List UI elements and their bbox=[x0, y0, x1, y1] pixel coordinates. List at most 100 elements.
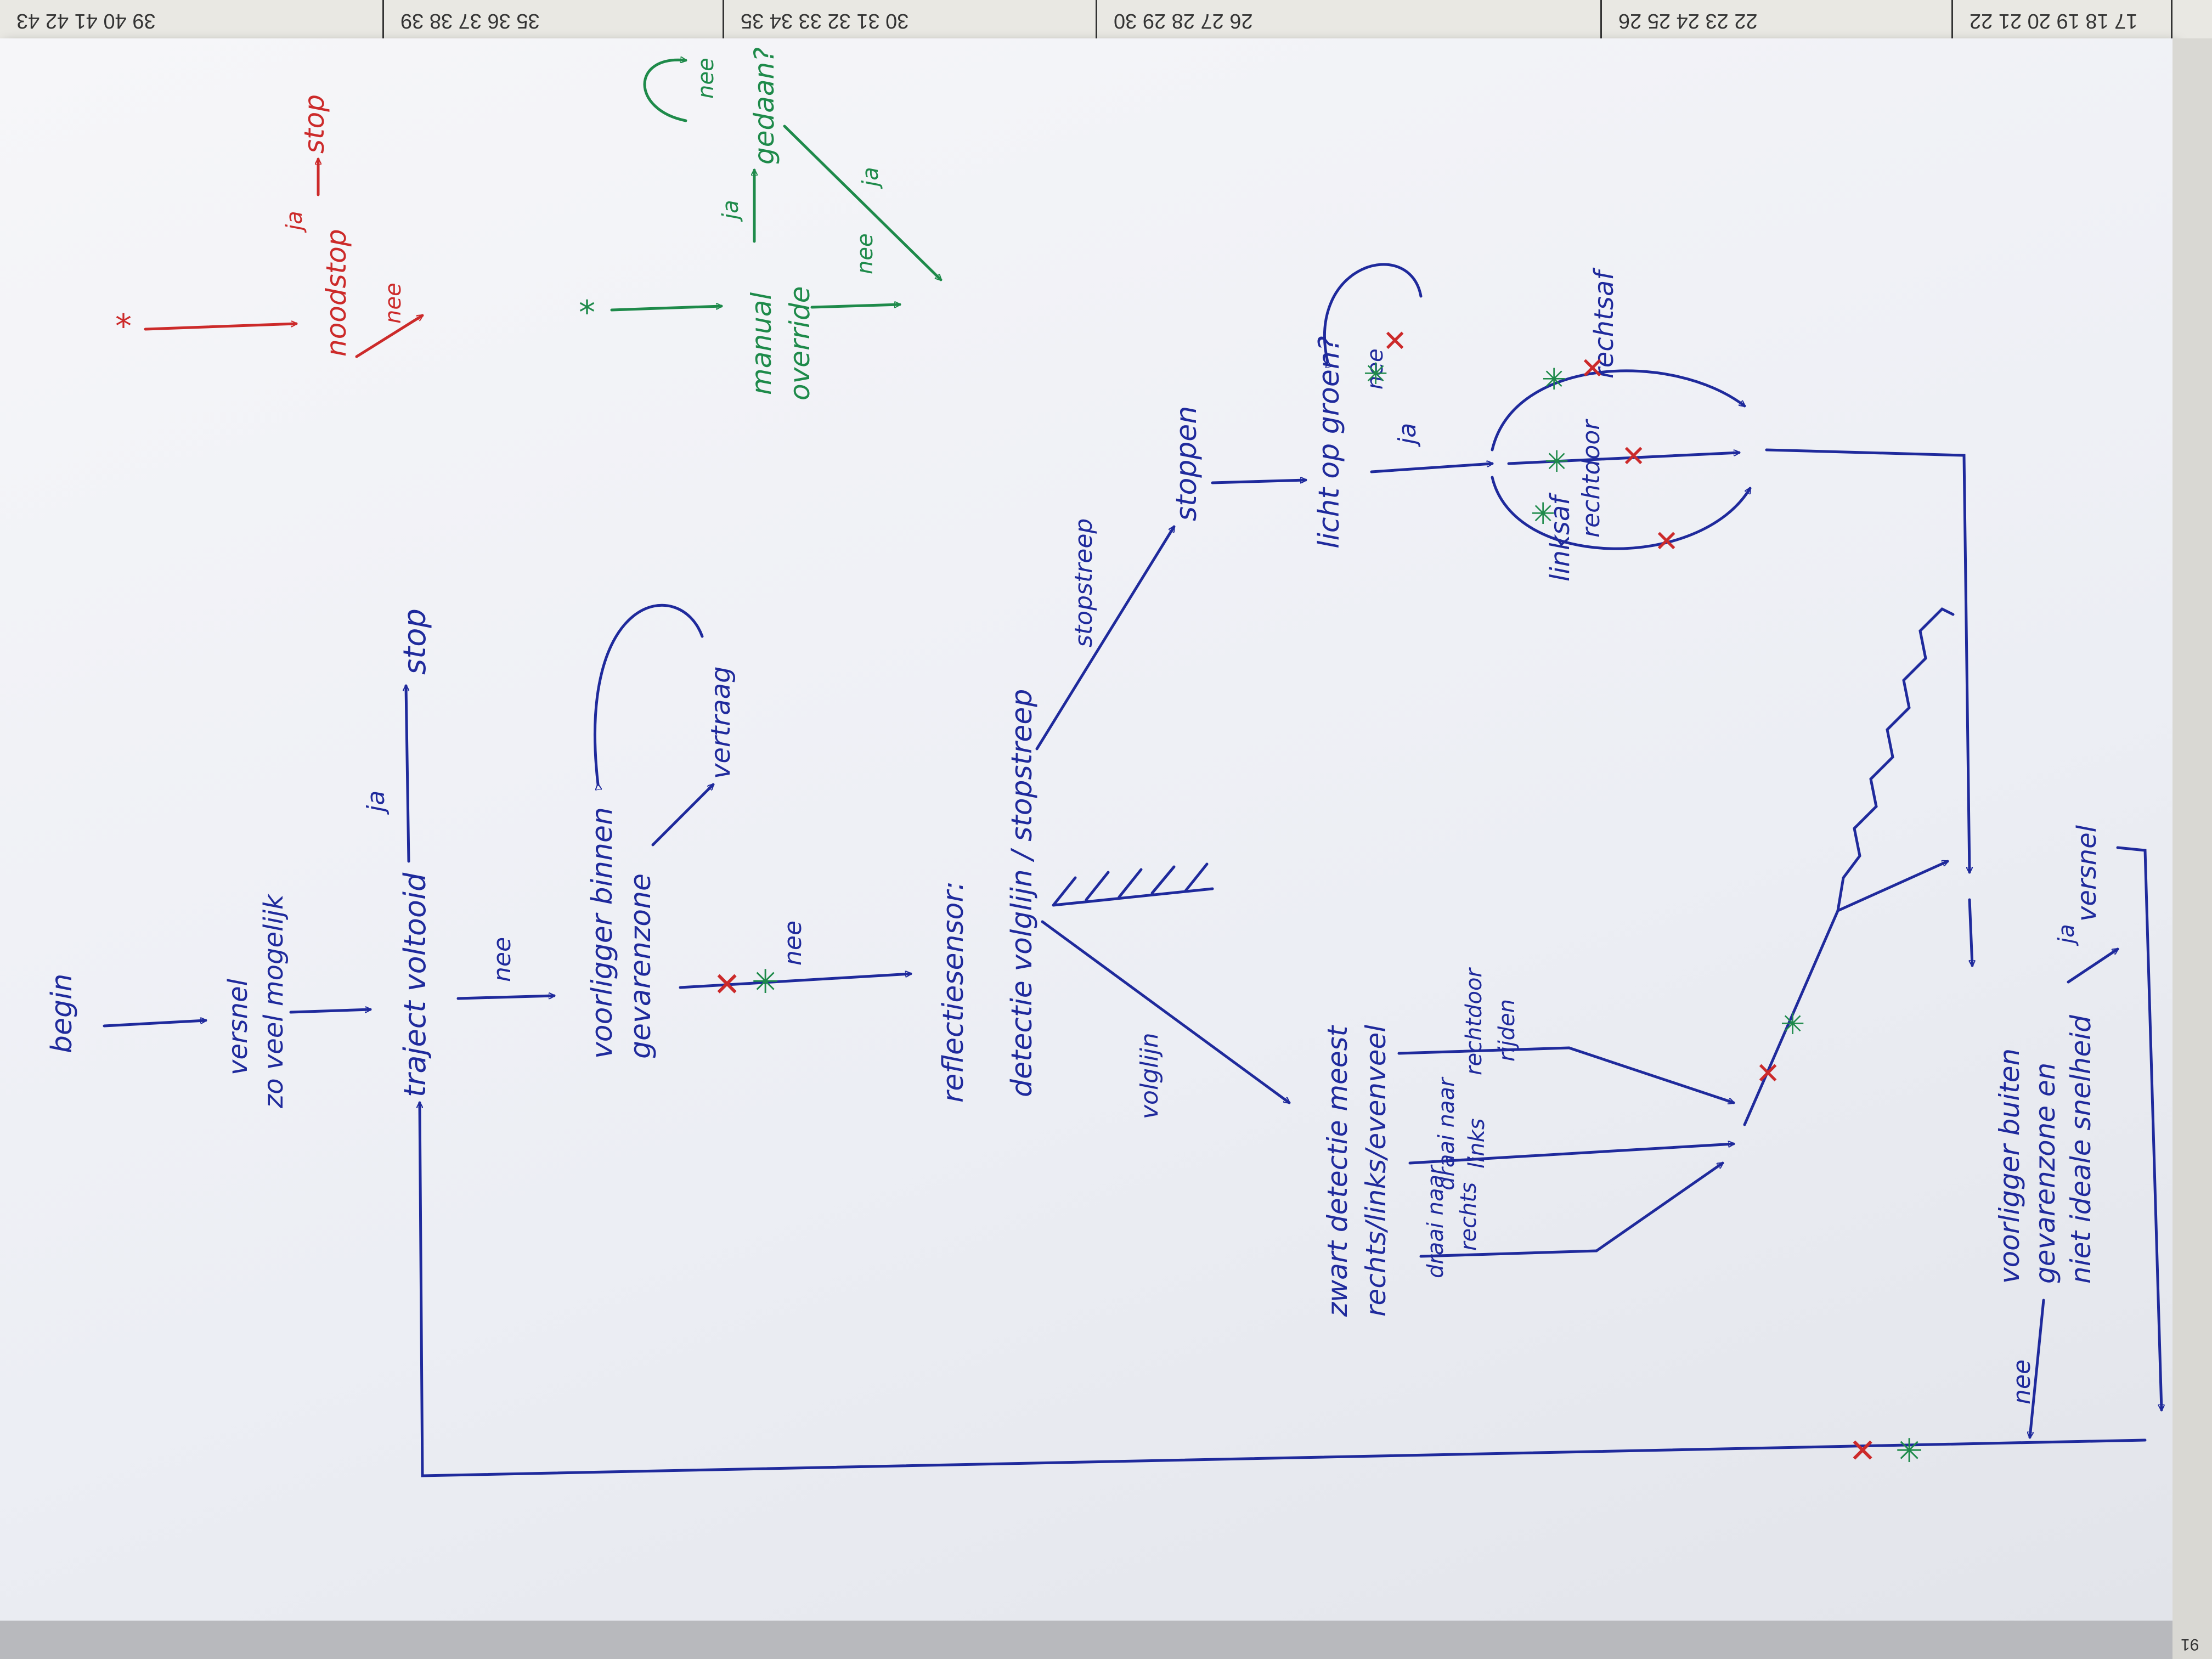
red-arrow bbox=[144, 324, 298, 331]
table-edge bbox=[0, 1621, 2172, 1659]
stoppen-label: stoppen bbox=[1170, 406, 1203, 521]
green-nee-loop-label: nee bbox=[693, 58, 719, 99]
green-arrow bbox=[810, 304, 901, 309]
calendar-cell: 17 18 19 20 21 22 bbox=[1953, 0, 2172, 38]
red-cross-marker: ✕ bbox=[713, 966, 741, 1004]
green-arrow bbox=[783, 125, 941, 280]
versnel-end-label: versnel bbox=[2072, 825, 2102, 922]
nee-label: nee bbox=[488, 937, 516, 982]
red-arrow bbox=[355, 314, 422, 358]
flow-line bbox=[1743, 909, 1839, 1126]
calendar-cell: 26 27 28 29 30 bbox=[1097, 0, 1602, 38]
flow-arrow bbox=[1035, 527, 1176, 751]
flow-arrow bbox=[456, 996, 556, 1000]
flow-arrow bbox=[2116, 846, 2162, 1412]
stopstreep-label: stopstreep bbox=[1070, 518, 1098, 647]
legend-green: * manual override ja gedaan? nee ja nee bbox=[579, 47, 941, 400]
gedaan-label: gedaan? bbox=[748, 47, 780, 165]
begin-label: begin bbox=[46, 974, 78, 1053]
rechtsaf-label: rechtsaf bbox=[1589, 268, 1620, 379]
red-stop-label: stop bbox=[298, 94, 330, 154]
draai-links-sub-label: links bbox=[1464, 1118, 1489, 1169]
manual-label: manual bbox=[746, 292, 777, 395]
flow-arrow bbox=[2030, 1299, 2045, 1437]
reflectiesensor-label: reflectiesensor: bbox=[937, 881, 970, 1103]
branch-line bbox=[1419, 1249, 1598, 1258]
detectie-label: detectie volglijn / stopstreep bbox=[1006, 689, 1039, 1097]
noodstop-label: noodstop bbox=[320, 229, 352, 357]
red-cross-marker: ✕ bbox=[1580, 351, 1605, 386]
branch-line bbox=[1397, 1046, 1571, 1055]
flow-arrow bbox=[1595, 1161, 1723, 1252]
flow-arrow bbox=[1211, 480, 1307, 484]
green-star-marker: ✳ bbox=[1780, 1007, 1805, 1041]
loop-arrow bbox=[594, 603, 704, 785]
zwart-detectie-label: zwart detectie meest bbox=[1322, 1024, 1353, 1317]
volglijn-label: volglijn bbox=[1136, 1032, 1164, 1119]
scribble-marks bbox=[1052, 862, 1214, 907]
green-star-marker: ✳ bbox=[1363, 357, 1388, 391]
flow-arrow bbox=[1041, 920, 1289, 1103]
rechtdoor-rijden-label: rechtdoor bbox=[1462, 967, 1487, 1075]
red-nee-label: nee bbox=[381, 283, 406, 324]
main-flow: begin versnel zo veel mogelijk traject v… bbox=[46, 263, 2162, 1477]
flow-arrow bbox=[103, 1020, 207, 1028]
red-star: * bbox=[115, 307, 132, 346]
vertraag-label: vertraag bbox=[706, 666, 736, 779]
versnel-label: versnel bbox=[223, 978, 253, 1075]
scribble-marks bbox=[1836, 607, 1955, 912]
rechtdoor-rijden-sub-label: rijden bbox=[1494, 999, 1520, 1062]
nee-licht-label: nee bbox=[1363, 348, 1388, 390]
draai-rechts-sub-label: rechts bbox=[1456, 1182, 1481, 1251]
green-star-marker: ✳ bbox=[1542, 362, 1566, 397]
calendar-cell: 22 23 24 25 26 bbox=[1602, 0, 1953, 38]
rechtsaf-arrow bbox=[1491, 369, 1745, 452]
red-cross-marker: ✕ bbox=[1383, 324, 1407, 358]
flow-arrow bbox=[679, 974, 912, 989]
flow-arrow bbox=[406, 684, 410, 863]
green-star-marker: ✳ bbox=[1531, 496, 1555, 531]
voorligger-label: voorligger binnen bbox=[586, 807, 619, 1059]
flow-arrow bbox=[1408, 1144, 1735, 1165]
nee-label: nee bbox=[779, 921, 807, 966]
green-star: * bbox=[579, 294, 595, 332]
flow-arrow bbox=[1370, 464, 1494, 473]
gevarenzone-label: gevarenzone bbox=[624, 873, 657, 1059]
red-ja-label: ja bbox=[282, 211, 307, 233]
calendar-cell: 39 40 41 42 43 bbox=[0, 0, 384, 38]
green-star-marker: ✳ bbox=[1895, 1432, 1923, 1470]
draai-links-label: draai naar bbox=[1434, 1076, 1459, 1190]
voorligger-buiten-label: voorligger buiten bbox=[1994, 1048, 2025, 1284]
green-ja-label: ja bbox=[718, 200, 743, 222]
green-nee-label: nee bbox=[853, 233, 878, 274]
green-star-marker: ✳ bbox=[752, 963, 779, 1001]
gevarenzone-en-label: gevarenzone en bbox=[2029, 1063, 2061, 1284]
green-ja-diag-label: ja bbox=[858, 167, 883, 189]
red-cross-marker: ✕ bbox=[1756, 1056, 1780, 1091]
paper-sheet bbox=[0, 38, 2172, 1621]
green-loop-arrow bbox=[643, 60, 686, 122]
versnel-sub-label: zo veel mogelijk bbox=[258, 893, 289, 1109]
red-cross-marker: ✕ bbox=[1621, 439, 1646, 473]
ja-label: ja bbox=[362, 791, 390, 815]
margin-strip bbox=[2172, 38, 2212, 1659]
override-label: override bbox=[784, 286, 816, 400]
loop-arrow bbox=[1323, 263, 1423, 362]
ja-buiten-label: ja bbox=[2054, 924, 2079, 946]
calendar-cell: 30 31 32 33 34 35 bbox=[724, 0, 1097, 38]
traject-voltooid-label: traject voltooid bbox=[398, 872, 432, 1097]
flow-arrow bbox=[289, 1009, 372, 1014]
red-cross-marker: ✕ bbox=[1849, 1432, 1876, 1470]
green-arrow bbox=[610, 306, 723, 312]
flow-arrow bbox=[1836, 860, 1948, 912]
zwart-detectie-sub-label: rechts/links/evenveel bbox=[1360, 1025, 1392, 1317]
linksaf-arrow bbox=[1491, 476, 1752, 550]
flow-arrow bbox=[1567, 1046, 1734, 1103]
flow-arrow bbox=[1765, 448, 1970, 874]
ja-licht-label: ja bbox=[1393, 423, 1421, 447]
rechtdoor-arrow bbox=[1507, 453, 1741, 465]
legend-red: * noodstop ja stop nee bbox=[115, 94, 422, 358]
red-cross-marker: ✕ bbox=[1654, 524, 1679, 558]
niet-ideale-snelheid-label: niet ideale snelheid bbox=[2065, 1015, 2097, 1284]
